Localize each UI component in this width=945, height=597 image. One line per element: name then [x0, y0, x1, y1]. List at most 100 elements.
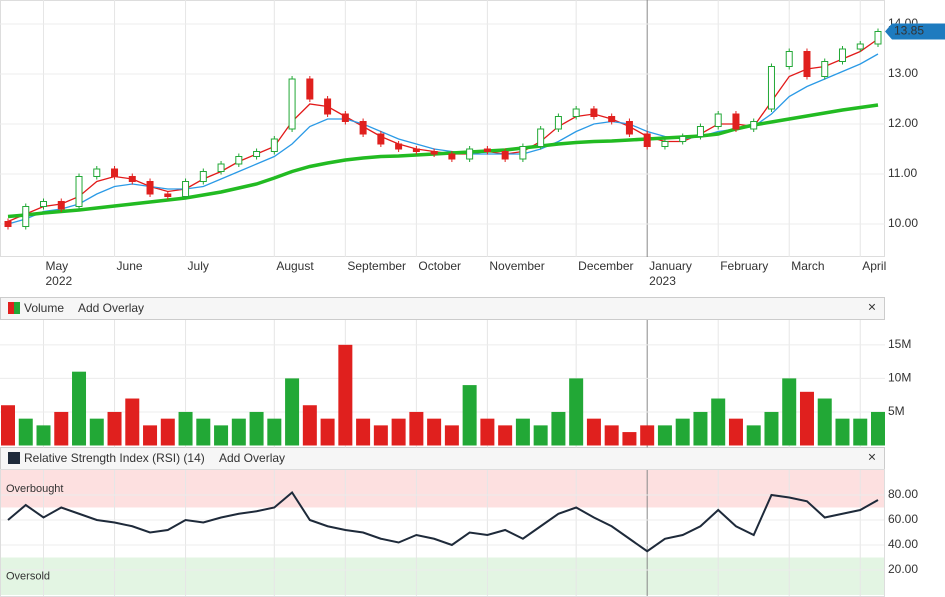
volume-bar — [89, 418, 104, 446]
volume-bar — [515, 418, 530, 446]
add-overlay[interactable]: Add Overlay — [78, 301, 144, 315]
volume-bar — [622, 432, 637, 446]
y-tick-label: 10.00 — [888, 216, 918, 230]
volume-bar — [196, 418, 211, 446]
oversold-band — [0, 557, 885, 595]
candle — [803, 51, 811, 77]
x-tick-label: September — [347, 259, 406, 273]
volume-bar — [533, 425, 548, 446]
candle — [679, 136, 687, 142]
volume-bar — [107, 411, 122, 446]
candle — [661, 141, 669, 147]
y-tick-label: 15M — [888, 337, 911, 351]
volume-bar — [356, 418, 371, 446]
candle — [750, 121, 758, 130]
candle — [288, 78, 296, 130]
volume-bar — [764, 411, 779, 446]
volume-bar — [480, 418, 495, 446]
candle — [412, 148, 420, 152]
x-tick-label: June — [117, 259, 143, 273]
candle — [270, 138, 278, 152]
candle — [821, 61, 829, 77]
candle — [164, 193, 172, 197]
candle — [466, 148, 474, 160]
rsi-title: Relative Strength Index (RSI) (14) — [24, 451, 205, 465]
y-tick-label: 11.00 — [888, 166, 917, 180]
candle — [182, 181, 190, 197]
volume-swatch — [14, 302, 20, 314]
x-tick-label: December — [578, 259, 633, 273]
x-tick-label: March — [791, 259, 824, 273]
volume-bar — [409, 411, 424, 446]
candle — [359, 121, 367, 135]
volume-bar — [178, 411, 193, 446]
volume-bar — [267, 418, 282, 446]
x-tick-label: July — [188, 259, 209, 273]
volume-bar — [586, 418, 601, 446]
candle — [128, 176, 136, 182]
candle — [235, 156, 243, 165]
candle — [253, 151, 261, 157]
add-overlay[interactable]: Add Overlay — [219, 451, 285, 465]
close-button[interactable]: × — [868, 449, 876, 465]
x-tick-label: February — [720, 259, 768, 273]
y-tick-label: 40.00 — [888, 537, 918, 551]
candle — [483, 148, 491, 152]
rsi-swatch — [8, 452, 20, 464]
volume-bar — [285, 378, 300, 446]
y-tick-label: 80.00 — [888, 487, 918, 501]
volume-bar — [36, 425, 51, 446]
volume-bar — [675, 418, 690, 446]
y-tick-label: 5M — [888, 404, 905, 418]
volume-bar — [657, 425, 672, 446]
volume-bar — [746, 425, 761, 446]
candle — [199, 171, 207, 182]
volume-bar — [782, 378, 797, 446]
volume-bar — [302, 405, 317, 446]
volume-bar — [711, 398, 726, 446]
candle — [448, 153, 456, 160]
candle — [572, 108, 580, 117]
volume-bar — [462, 385, 477, 446]
candle — [306, 78, 314, 100]
candle — [341, 113, 349, 122]
candle — [696, 126, 704, 137]
volume-bar — [231, 418, 246, 446]
y-tick-label: 13.00 — [888, 66, 918, 80]
volume-bar — [338, 344, 353, 446]
volume-bar — [728, 418, 743, 446]
volume-bar — [498, 425, 513, 446]
y-tick-label: 12.00 — [888, 116, 918, 130]
candle — [714, 113, 722, 127]
rsi-line — [7, 491, 879, 553]
volume-header — [0, 297, 885, 320]
candle — [767, 66, 775, 110]
last-price-tag — [885, 23, 945, 40]
candle — [608, 116, 616, 122]
volume-bar — [569, 378, 584, 446]
candle — [838, 48, 846, 62]
candle — [111, 168, 119, 177]
candle — [395, 143, 403, 150]
volume-bar — [799, 391, 814, 446]
overbought-label: Overbought — [6, 483, 63, 495]
candle — [4, 221, 12, 227]
x-tick-label: January — [649, 259, 692, 273]
volume-bar — [693, 411, 708, 446]
volume-bar — [391, 418, 406, 446]
volume-bar — [160, 418, 175, 446]
y-tick-label: 20.00 — [888, 562, 918, 576]
volume-bar — [871, 411, 885, 446]
oversold-label: Oversold — [6, 570, 50, 582]
close-button[interactable]: × — [868, 299, 876, 315]
candle — [732, 113, 740, 130]
moving-average — [7, 103, 879, 219]
x-tick-label: November — [489, 259, 544, 273]
candle — [554, 116, 562, 130]
year-label: 2022 — [46, 274, 73, 288]
candle — [22, 206, 30, 227]
volume-bar — [835, 418, 850, 446]
candle — [643, 133, 651, 147]
candle — [57, 201, 65, 210]
